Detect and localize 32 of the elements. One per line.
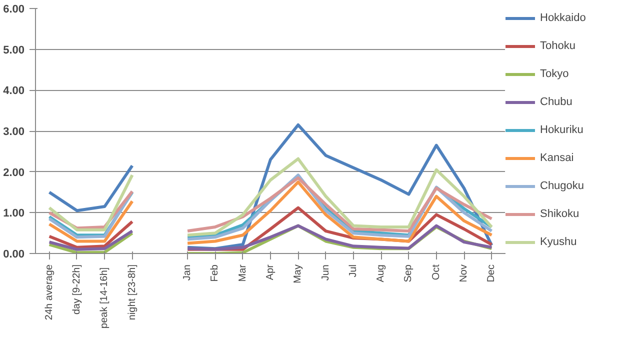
x-tick-label: May [292,264,304,284]
x-tick-label: Oct [430,264,442,280]
y-tick-label: 3.00 [3,126,25,138]
x-tick-label: night [23-8h] [126,264,138,320]
y-tick-label: 4.00 [3,85,25,98]
x-tick-label: Dec [486,264,498,282]
x-tick-label: Aug [376,264,387,282]
y-tick-label: 0.00 [3,248,25,260]
legend-label: Tokyo [540,67,569,81]
x-tick-label: Mar [237,264,248,282]
y-tick-label: 2.00 [3,166,25,179]
y-tick-label: 6.00 [3,4,25,16]
legend-label: Chubu [540,95,572,109]
x-tick-label: day [9-22h] [71,264,82,315]
x-tick-label: Jul [348,264,359,278]
legend-label: Shikoku [540,207,580,221]
legend-label: Chugoku [540,179,584,193]
y-tick-label: 5.00 [3,44,25,56]
x-tick-label: peak [14-16h] [99,267,110,328]
legend-label: Tohoku [540,39,576,53]
legend-label: Kansai [540,151,574,165]
x-tick-label: Feb [210,264,221,282]
x-tick-label: Sep [403,264,414,282]
x-tick-label: 24h average [44,264,55,320]
legend-label: Hokkaido [540,11,586,25]
x-tick-label: Jan [182,264,194,281]
legend-label: Kyushu [540,235,577,249]
x-tick-label: Jun [320,264,332,281]
x-tick-label: Apr [265,264,276,280]
y-tick-label: 1.00 [3,208,25,220]
x-tick-label: Nov [458,264,470,282]
legend-label: Hokuriku [540,123,584,137]
